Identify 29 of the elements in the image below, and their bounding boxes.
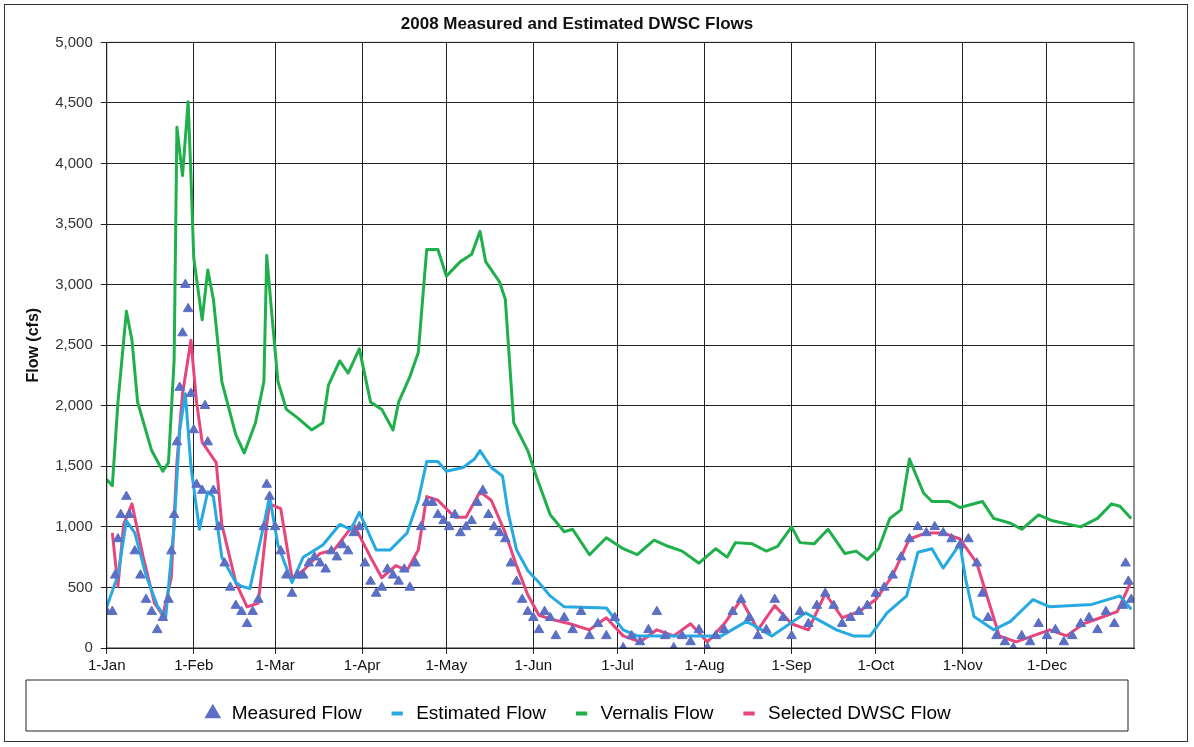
y-tick-label: 0 [84,638,93,656]
chart-title: 2008 Measured and Estimated DWSC Flows [400,13,754,33]
y-tick-label: 3,500 [55,214,93,232]
x-tick-label: 1-Sep [771,656,812,674]
x-tick-label: 1-Nov [942,656,984,674]
y-tick-label: 2,000 [55,395,93,413]
x-tick-label: 1-Oct [857,656,895,674]
legend-label: Vernalis Flow [600,701,714,723]
x-tick-label: 1-Feb [174,656,214,674]
y-axis-title: Flow (cfs) [24,307,42,383]
y-tick-label: 1,500 [55,456,93,474]
x-tick-label: 1-Dec [1026,656,1068,674]
x-tick-label: 1-May [425,656,468,674]
y-tick-label: 2,500 [55,335,93,353]
x-tick-label: 1-Jul [601,656,634,674]
legend-label: Selected DWSC Flow [768,701,951,723]
y-tick-label: 1,000 [55,517,93,535]
legend-label: Estimated Flow [416,701,547,723]
x-tick-label: 1-Jan [87,656,126,674]
y-tick-label: 4,500 [55,93,93,111]
x-tick-label: 1-Jun [514,656,553,674]
y-tick-label: 3,000 [55,274,93,292]
x-tick-label: 1-Apr [343,656,381,674]
y-tick-label: 5,000 [55,32,93,50]
y-tick-label: 500 [67,577,93,595]
x-tick-label: 1-Aug [684,656,725,674]
x-tick-label: 1-Mar [255,656,295,674]
y-tick-label: 4,000 [55,153,93,171]
legend-label: Measured Flow [231,701,362,723]
